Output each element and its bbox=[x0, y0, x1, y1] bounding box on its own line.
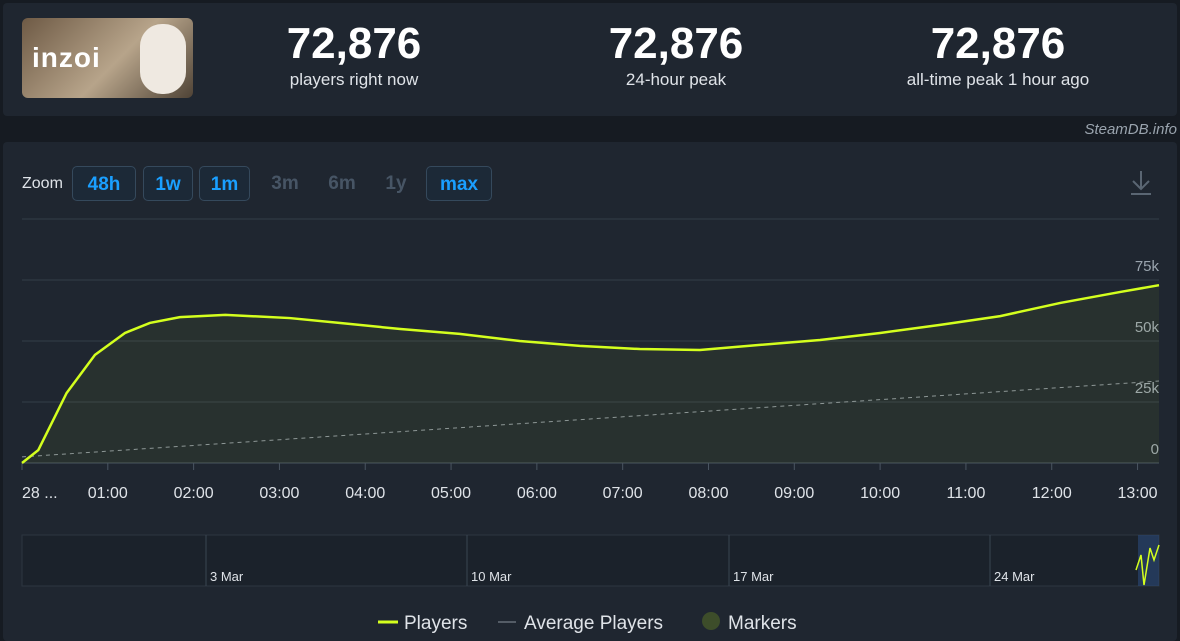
navigator-label: 10 Mar bbox=[471, 569, 512, 584]
navigator-sparkline bbox=[1135, 544, 1160, 586]
zoom-label: Zoom bbox=[22, 175, 63, 192]
game-logo[interactable]: inzoi bbox=[22, 18, 193, 98]
header-panel bbox=[3, 3, 1177, 116]
x-tick-label: 02:00 bbox=[174, 485, 214, 502]
download-glyph bbox=[1131, 171, 1151, 195]
x-tick-label: 07:00 bbox=[603, 485, 643, 502]
area-fill bbox=[22, 285, 1159, 463]
stat-label: players right now bbox=[289, 70, 419, 89]
stat-label: all-time peak 1 hour ago bbox=[906, 70, 1090, 89]
stat-value: 72,876 bbox=[930, 19, 1066, 68]
credit[interactable]: SteamDB.info bbox=[1084, 121, 1177, 138]
navigator[interactable] bbox=[21, 534, 1160, 587]
y-tick-label: 0 bbox=[1151, 441, 1159, 458]
zoom-button[interactable]: 48h bbox=[72, 166, 136, 201]
zoom-button: 6m bbox=[328, 173, 356, 194]
stat-label: 24-hour peak bbox=[625, 70, 727, 89]
zoom-button: 3m bbox=[271, 173, 299, 194]
stat: 72,876 players right now bbox=[204, 20, 504, 90]
zoom-button: 1y bbox=[385, 173, 407, 194]
stat-value: 72,876 bbox=[608, 19, 744, 68]
y-tick-label: 50k bbox=[1135, 319, 1160, 336]
navigator-label: 3 Mar bbox=[210, 569, 244, 584]
legend-label: Markers bbox=[728, 613, 797, 634]
x-tick-label: 10:00 bbox=[860, 485, 900, 502]
zoom-button[interactable]: 1w bbox=[143, 166, 193, 201]
zoom-button[interactable]: 1m bbox=[199, 166, 250, 201]
zoom-button[interactable]: max bbox=[426, 166, 492, 201]
x-tick-label: 08:00 bbox=[688, 485, 728, 502]
x-tick-label: 05:00 bbox=[431, 485, 471, 502]
series-line bbox=[21, 380, 1160, 458]
stat: 72,876 24-hour peak bbox=[526, 20, 826, 90]
x-tick-label: 09:00 bbox=[774, 485, 814, 502]
legend-label: Average Players bbox=[524, 613, 663, 634]
x-tick-label: 11:00 bbox=[946, 485, 985, 502]
logo-cat bbox=[140, 24, 186, 94]
x-tick-label: 03:00 bbox=[259, 485, 299, 502]
y-tick-label: 25k bbox=[1135, 380, 1160, 397]
x-tick-label: 06:00 bbox=[517, 485, 557, 502]
download-icon[interactable] bbox=[1131, 171, 1151, 195]
x-tick-label: 28 ... bbox=[22, 485, 58, 502]
stat-value: 72,876 bbox=[286, 19, 422, 68]
legend-swatch bbox=[702, 612, 720, 630]
stat: 72,876 all-time peak 1 hour ago bbox=[848, 20, 1148, 90]
x-tick-label: 04:00 bbox=[345, 485, 385, 502]
x-tick-label: 13:00 bbox=[1118, 485, 1158, 502]
navigator-label: 24 Mar bbox=[994, 569, 1035, 584]
logo-text: inzoi bbox=[32, 42, 101, 73]
series-line bbox=[21, 283, 1160, 464]
y-tick-label: 75k bbox=[1135, 258, 1160, 275]
x-tick-label: 01:00 bbox=[88, 485, 128, 502]
navigator-label: 17 Mar bbox=[733, 569, 774, 584]
x-tick-label: 12:00 bbox=[1032, 485, 1072, 502]
legend-label: Players bbox=[404, 613, 467, 634]
